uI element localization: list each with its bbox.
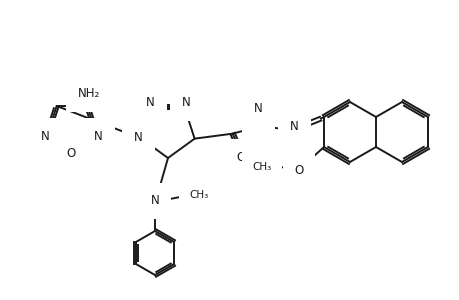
Text: CH₃: CH₃ [252, 162, 271, 172]
Text: NH₂: NH₂ [78, 88, 100, 100]
Text: N: N [94, 130, 103, 142]
Text: O: O [66, 146, 75, 160]
Text: H: H [254, 109, 263, 122]
Text: O: O [235, 151, 245, 164]
Text: N: N [134, 131, 142, 144]
Text: N: N [41, 130, 50, 142]
Text: N: N [182, 96, 190, 109]
Text: CH₃: CH₃ [189, 190, 208, 200]
Text: O: O [294, 164, 303, 176]
Text: N: N [254, 102, 263, 115]
Text: N: N [146, 96, 155, 109]
Text: N: N [150, 194, 159, 208]
Text: N: N [290, 120, 298, 133]
